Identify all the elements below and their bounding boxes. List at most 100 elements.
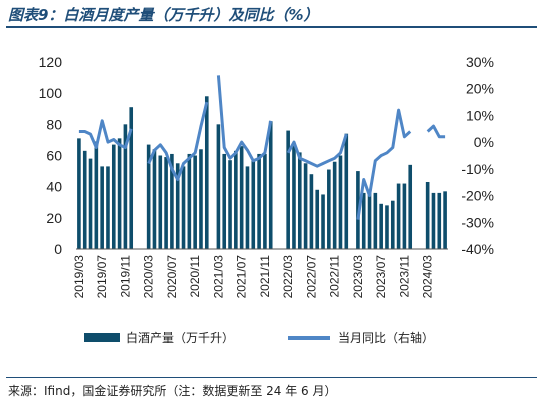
production-bar (263, 153, 267, 249)
right-tick-label: 30% (466, 54, 494, 70)
left-tick-label: 40 (46, 179, 62, 195)
right-tick-label: 0% (474, 134, 494, 150)
production-bar (408, 164, 413, 249)
legend: 白酒产量（万千升） 当月同比（右轴） (84, 330, 434, 345)
production-bar (425, 181, 430, 249)
production-bar (437, 192, 442, 249)
left-tick-label: 60 (46, 148, 62, 164)
production-bar (379, 203, 383, 249)
left-tick-label: 80 (46, 116, 62, 132)
production-bar (332, 161, 337, 249)
x-tick-label: 2022/03 (281, 255, 295, 299)
x-tick-label: 2022/11 (328, 255, 342, 298)
x-tick-label: 2023/03 (351, 255, 365, 299)
production-bar (77, 138, 81, 249)
production-bar (251, 160, 256, 249)
x-tick-label: 2024/03 (421, 255, 435, 299)
production-bar (187, 153, 192, 249)
left-tick-label: 20 (46, 210, 62, 226)
x-tick-label: 2023/11 (397, 255, 411, 298)
right-axis-ticks: -40% -30% -20% -10% 0% 10% 20% 30% (461, 54, 494, 257)
production-bar (297, 152, 302, 249)
production-bar (257, 153, 261, 249)
production-bar (303, 163, 308, 249)
production-bar (338, 155, 343, 249)
x-tick-label: 2022/07 (304, 255, 318, 299)
source-note: 来源：Ifind，国金证券研究所（注：数据更新至 24 年 6 月） (8, 384, 337, 398)
legend-line-label: 当月同比（右轴） (338, 330, 434, 345)
production-bar (321, 194, 325, 249)
x-tick-label: 2023/07 (374, 255, 388, 299)
figure-title: 图表9：白酒月度产量（万千升）及同比（%） (8, 6, 319, 24)
production-bar (245, 166, 250, 249)
title-rule (6, 26, 537, 28)
production-bar (193, 155, 197, 249)
right-tick-label: -40% (461, 241, 494, 257)
right-tick-label: -20% (461, 188, 494, 204)
production-bar (390, 200, 395, 249)
production-bar (327, 169, 331, 249)
left-tick-label: 0 (54, 241, 62, 257)
yoy-line (78, 75, 446, 220)
x-tick-label: 2020/07 (165, 255, 179, 299)
production-bar (239, 146, 244, 249)
production-bar (181, 166, 186, 249)
legend-bar-swatch (84, 333, 120, 342)
production-bar (175, 163, 180, 249)
production-bar (94, 141, 99, 249)
production-bar (315, 189, 320, 249)
production-bar (164, 157, 168, 249)
production-bar (286, 130, 290, 249)
bar-series (77, 96, 447, 250)
left-tick-label: 100 (39, 85, 63, 101)
production-bar (402, 183, 407, 249)
left-tick-label: 120 (39, 54, 63, 70)
left-axis-ticks: 0 20 40 60 80 100 120 (39, 54, 63, 257)
production-bar (88, 158, 93, 249)
production-bar (292, 143, 296, 249)
right-tick-label: 20% (466, 81, 494, 97)
production-bar (268, 121, 273, 249)
x-tick-label: 2019/11 (118, 255, 132, 298)
production-bar (385, 205, 389, 249)
x-tick-label: 2021/03 (211, 255, 225, 299)
x-tick-label: 2020/11 (188, 255, 202, 298)
right-tick-label: -30% (461, 214, 494, 230)
production-bar (367, 191, 372, 249)
x-axis-ticks: 2019/03 2019/07 2019/11 2020/03 2020/07 2020/… (72, 255, 435, 299)
production-bar (373, 192, 378, 249)
production-bar (344, 133, 349, 249)
production-bar (117, 138, 122, 249)
production-bar (361, 192, 366, 249)
production-bar (111, 144, 116, 249)
production-bar (431, 192, 436, 249)
production-bar (199, 149, 203, 249)
production-bar (100, 166, 104, 249)
production-bar (82, 150, 87, 249)
production-bar (216, 124, 221, 249)
production-bar (129, 107, 134, 249)
production-bar (309, 174, 314, 249)
production-bar (106, 166, 110, 249)
production-bar (152, 149, 157, 249)
right-tick-label: 10% (466, 107, 494, 123)
production-bar (146, 144, 151, 249)
production-bar (170, 153, 174, 249)
x-tick-label: 2021/07 (235, 255, 249, 299)
x-tick-label: 2021/11 (258, 255, 272, 298)
production-bar (158, 155, 163, 249)
production-bar (443, 191, 447, 249)
production-bar (228, 160, 232, 249)
legend-bar-label: 白酒产量（万千升） (126, 330, 234, 345)
production-bar (396, 183, 401, 249)
x-tick-label: 2020/03 (142, 255, 156, 299)
production-bar (204, 96, 209, 250)
production-bar (234, 150, 238, 249)
production-bar (222, 153, 227, 249)
footer-rule (6, 377, 537, 378)
x-tick-label: 2019/07 (95, 255, 109, 299)
x-tick-label: 2019/03 (72, 255, 86, 299)
production-bar (123, 124, 128, 249)
right-tick-label: -10% (461, 161, 494, 177)
combo-chart: 0 20 40 60 80 100 120 -40% -30% -20% -10% 0% 10% 20%… (39, 54, 494, 345)
